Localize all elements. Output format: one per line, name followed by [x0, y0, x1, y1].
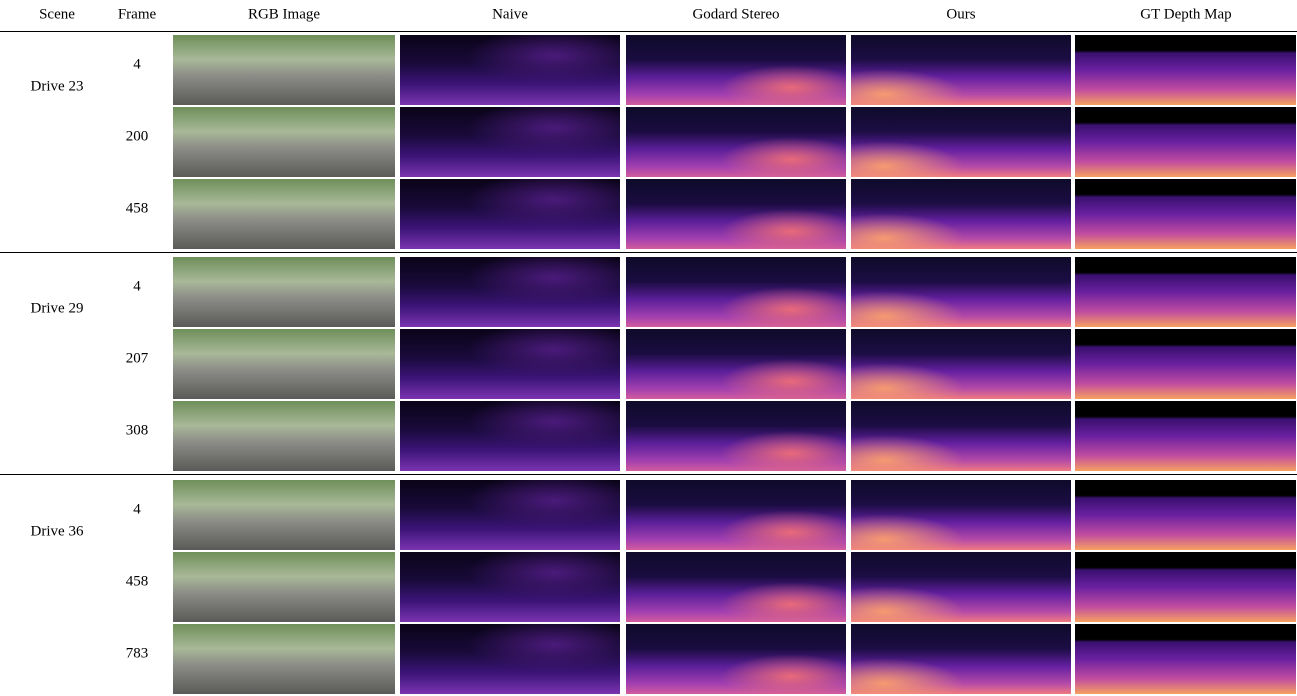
ours-image	[851, 552, 1071, 622]
frame-label: 458	[125, 200, 149, 217]
godard-image	[626, 401, 846, 471]
gt-image	[1075, 480, 1296, 550]
naive-image	[400, 480, 620, 550]
godard-image	[626, 179, 846, 249]
frame-label: 458	[125, 573, 149, 590]
group-rule	[0, 474, 1297, 475]
ours-image	[851, 329, 1071, 399]
scene-label: Drive 23	[30, 78, 84, 95]
column-header: Scene	[39, 6, 75, 23]
scene-label: Drive 36	[30, 523, 84, 540]
group-rule	[0, 252, 1297, 253]
column-header: RGB Image	[247, 6, 321, 23]
naive-image	[400, 35, 620, 105]
ours-image	[851, 257, 1071, 327]
gt-image	[1075, 552, 1296, 622]
rgb-image	[173, 107, 395, 177]
rgb-image	[173, 179, 395, 249]
column-header: Godard Stereo	[692, 6, 780, 23]
godard-image	[626, 329, 846, 399]
rgb-image	[173, 552, 395, 622]
naive-image	[400, 257, 620, 327]
godard-image	[626, 624, 846, 694]
naive-image	[400, 329, 620, 399]
godard-image	[626, 480, 846, 550]
rgb-image	[173, 480, 395, 550]
gt-image	[1075, 35, 1296, 105]
rgb-image	[173, 35, 395, 105]
godard-image	[626, 257, 846, 327]
frame-label: 4	[133, 501, 141, 518]
rgb-image	[173, 257, 395, 327]
naive-image	[400, 401, 620, 471]
gt-image	[1075, 257, 1296, 327]
rgb-image	[173, 401, 395, 471]
gt-image	[1075, 107, 1296, 177]
ours-image	[851, 107, 1071, 177]
ours-image	[851, 480, 1071, 550]
frame-label: 4	[133, 278, 141, 295]
godard-image	[626, 107, 846, 177]
gt-image	[1075, 401, 1296, 471]
column-header: Ours	[946, 6, 976, 23]
naive-image	[400, 624, 620, 694]
godard-image	[626, 552, 846, 622]
rgb-image	[173, 329, 395, 399]
frame-label: 200	[125, 128, 149, 145]
naive-image	[400, 552, 620, 622]
frame-label: 207	[125, 350, 149, 367]
godard-image	[626, 35, 846, 105]
ours-image	[851, 401, 1071, 471]
ours-image	[851, 179, 1071, 249]
ours-image	[851, 35, 1071, 105]
gt-image	[1075, 329, 1296, 399]
rgb-image	[173, 624, 395, 694]
scene-label: Drive 29	[30, 300, 84, 317]
naive-image	[400, 107, 620, 177]
gt-image	[1075, 624, 1296, 694]
column-header: GT Depth Map	[1140, 6, 1232, 23]
frame-label: 308	[125, 422, 149, 439]
frame-label: 4	[133, 56, 141, 73]
column-header: Frame	[117, 6, 157, 23]
gt-image	[1075, 179, 1296, 249]
ours-image	[851, 624, 1071, 694]
frame-label: 783	[125, 645, 149, 662]
column-header: Naive	[492, 6, 528, 23]
naive-image	[400, 179, 620, 249]
header-rule	[0, 31, 1297, 32]
